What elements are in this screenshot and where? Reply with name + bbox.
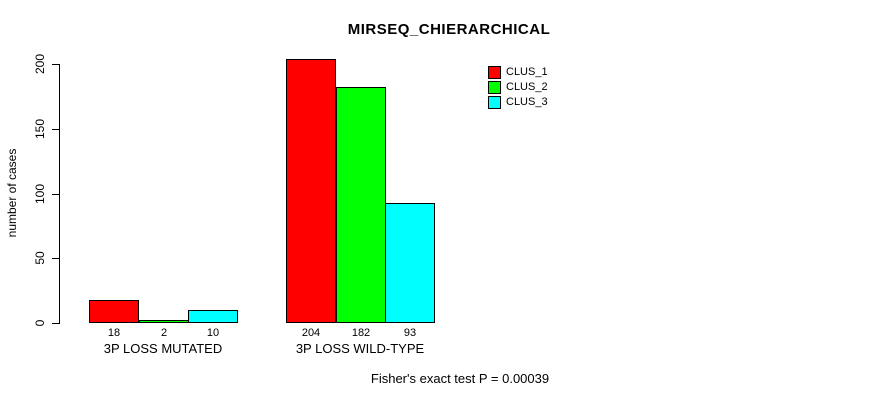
legend-label: CLUS_2 — [506, 81, 548, 93]
y-axis-tick-mark — [52, 129, 59, 130]
legend-label: CLUS_3 — [506, 96, 548, 108]
y-axis-tick-label: 0 — [33, 319, 47, 327]
x-axis-category-label: 3P LOSS WILD-TYPE — [295, 341, 425, 356]
y-axis-tick-mark — [52, 64, 59, 65]
y-axis-tick-label: 100 — [33, 183, 47, 205]
y-axis-tick-mark — [52, 194, 59, 195]
legend-swatch-clus_3 — [488, 96, 501, 109]
bar-clus_3-group2 — [385, 203, 435, 323]
bar-value-label: 10 — [206, 327, 220, 339]
bar-clus_3-group1 — [188, 310, 238, 323]
bar-value-label: 93 — [403, 327, 417, 339]
bar-value-label: 2 — [160, 327, 168, 339]
y-axis-tick-label: 50 — [33, 251, 47, 265]
y-axis-line — [59, 64, 60, 324]
fisher-test-note: Fisher's exact test P = 0.00039 — [370, 371, 550, 386]
y-axis-tick-mark — [52, 258, 59, 259]
legend-label: CLUS_1 — [506, 66, 548, 78]
y-axis-tick-label: 150 — [33, 118, 47, 140]
legend-swatch-clus_2 — [488, 81, 501, 94]
y-axis-label: number of cases — [5, 148, 19, 238]
bar-value-label: 182 — [351, 327, 371, 339]
bar-value-label: 18 — [107, 327, 121, 339]
bar-clus_1-group1 — [89, 300, 139, 323]
bar-clus_2-group1 — [139, 320, 189, 323]
legend-swatch-clus_1 — [488, 66, 501, 79]
y-axis-tick-label: 200 — [33, 53, 47, 75]
bar-clus_1-group2 — [286, 59, 336, 323]
bar-clus_2-group2 — [336, 87, 386, 323]
chart-title: MIRSEQ_CHIERARCHICAL — [347, 21, 551, 38]
y-axis-tick-mark — [52, 323, 59, 324]
bar-value-label: 204 — [301, 327, 321, 339]
x-axis-category-label: 3P LOSS MUTATED — [103, 341, 223, 356]
